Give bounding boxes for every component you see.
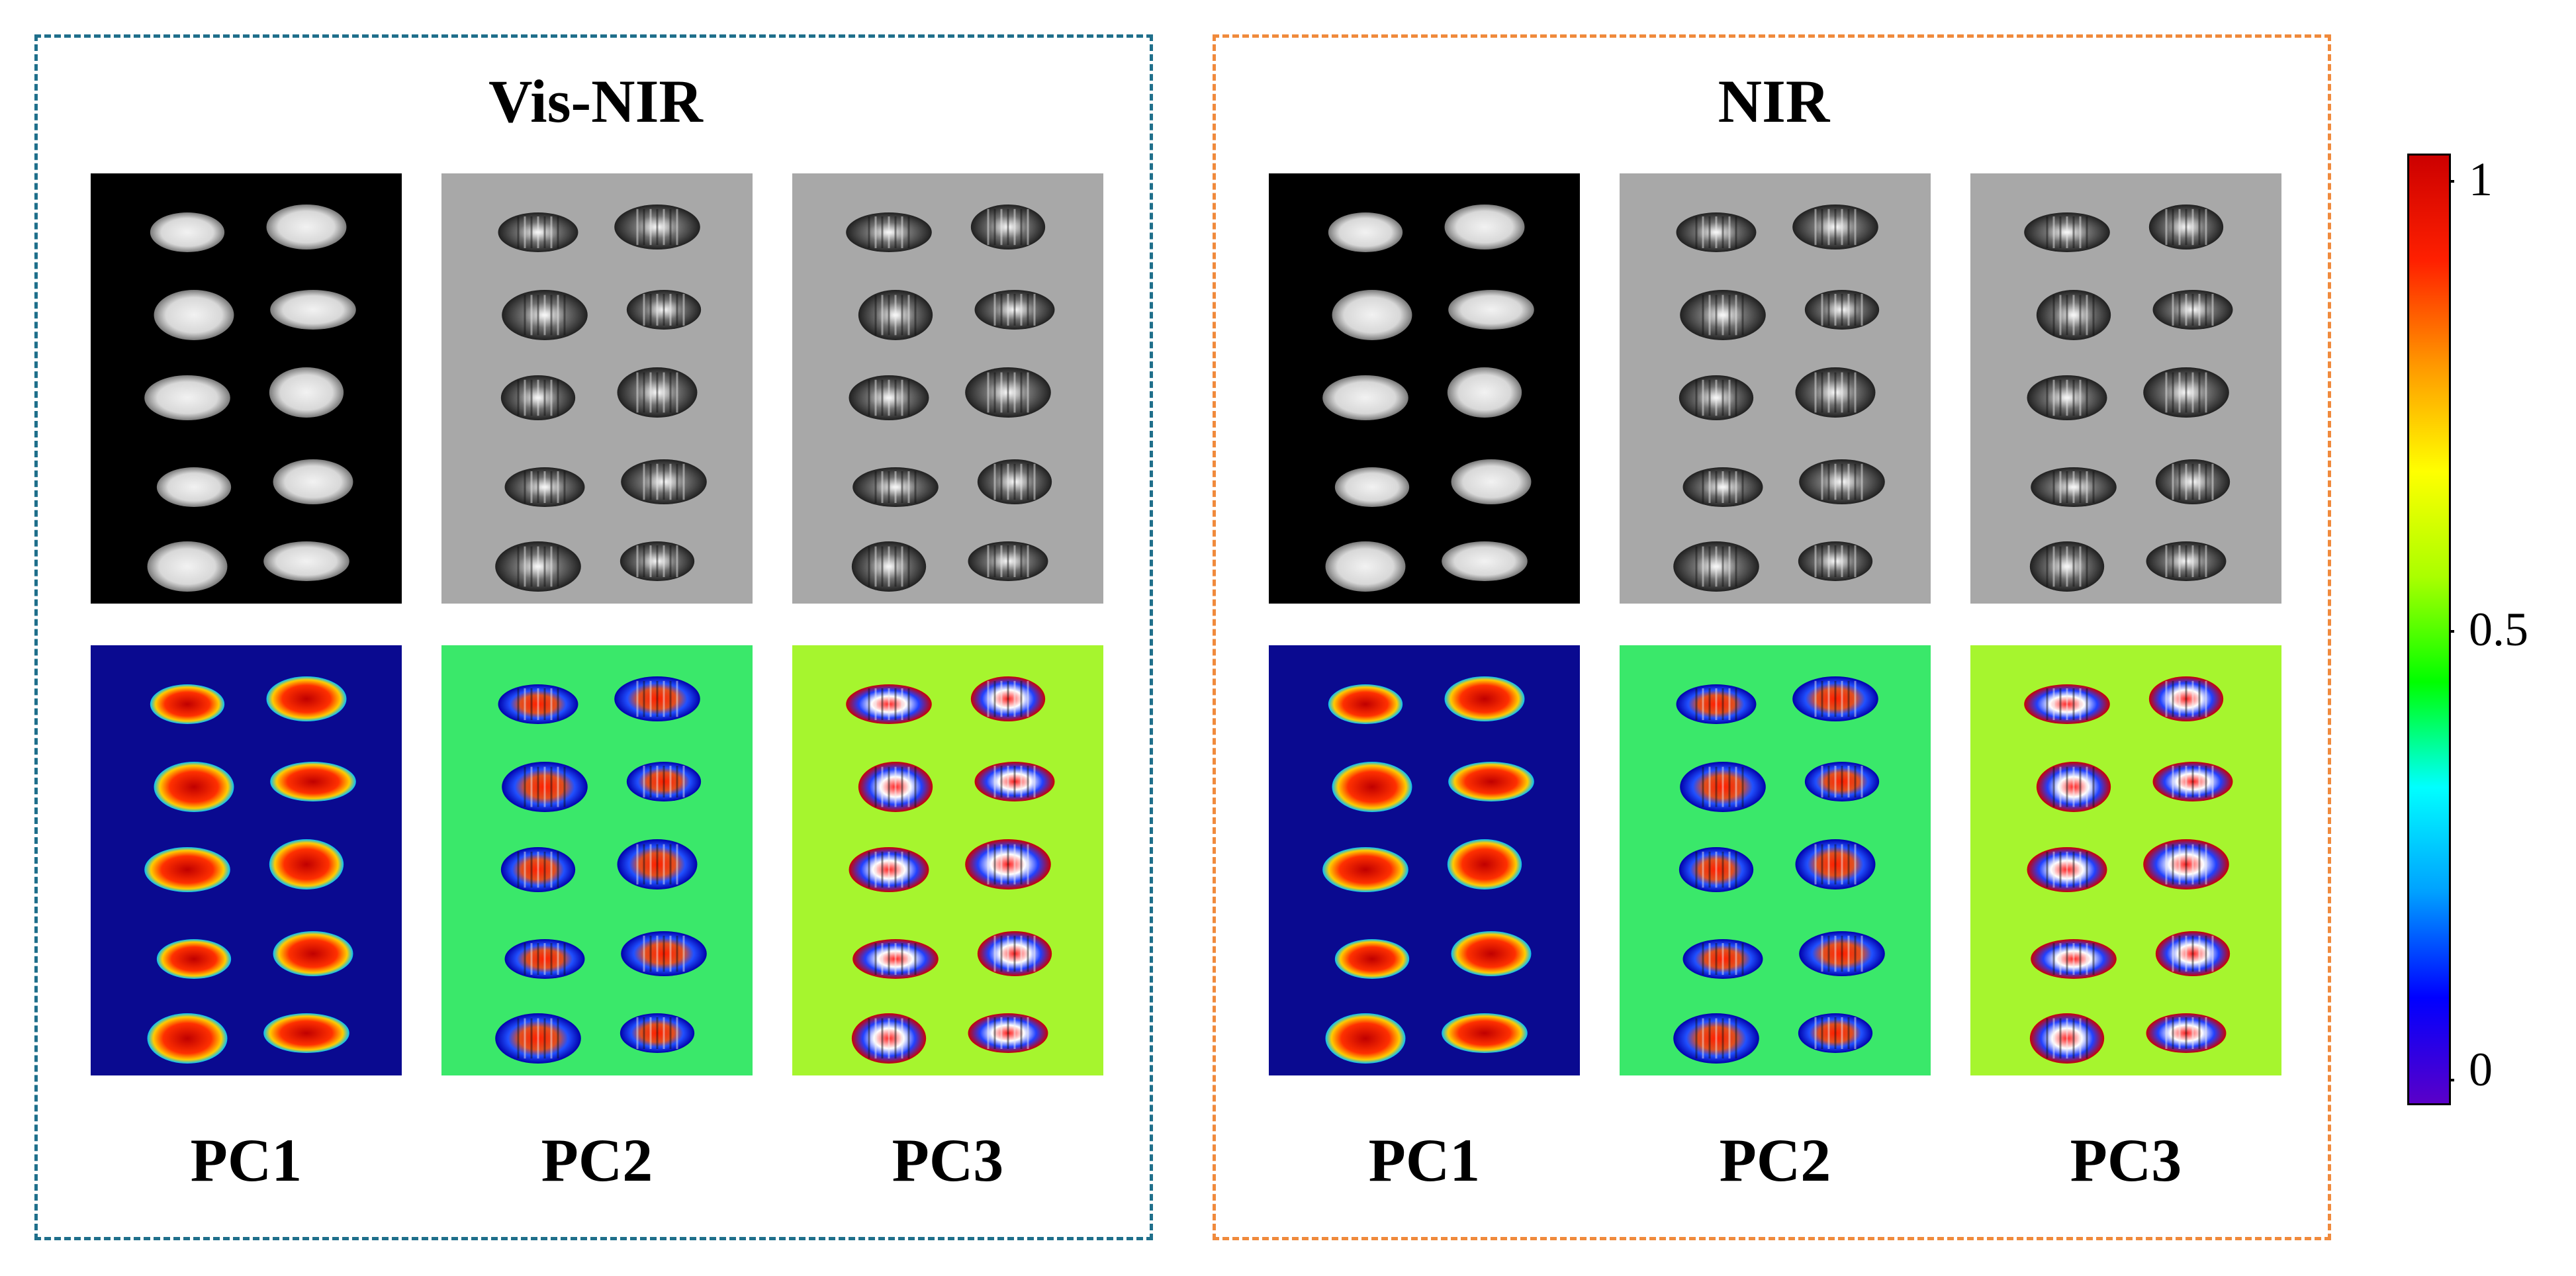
vis-nir-title: Vis-NIR — [488, 68, 703, 135]
nir-pc1-grayscale-image — [1269, 173, 1580, 604]
nir-pc1-label: PC1 — [1368, 1126, 1481, 1194]
colorbar-label-1: 1 — [2469, 153, 2493, 206]
nir-pc1-pseudocolor-image — [1269, 645, 1580, 1075]
vis-nir-pc2-label: PC2 — [541, 1126, 653, 1194]
vis-nir-pc1-grayscale-image — [91, 173, 402, 604]
nir-pc3-pseudocolor-image — [1970, 645, 2281, 1075]
vis-nir-pc2-pseudocolor-image — [441, 645, 753, 1075]
nir-group-box — [1213, 34, 2331, 1240]
nir-pc3-label: PC3 — [2070, 1126, 2182, 1194]
colorbar-tick-0 — [2449, 1079, 2454, 1081]
vis-nir-pc3-grayscale-image — [792, 173, 1103, 604]
vis-nir-group-box — [34, 34, 1153, 1240]
colorbar-tick-1 — [2449, 180, 2454, 183]
nir-pc2-label: PC2 — [1719, 1126, 1831, 1194]
nir-title: NIR — [1718, 68, 1830, 135]
vis-nir-pc3-label: PC3 — [892, 1126, 1004, 1194]
nir-pc2-grayscale-image — [1620, 173, 1931, 604]
colorbar — [2407, 154, 2451, 1105]
vis-nir-pc2-grayscale-image — [441, 173, 753, 604]
nir-pc2-pseudocolor-image — [1620, 645, 1931, 1075]
vis-nir-pc1-pseudocolor-image — [91, 645, 402, 1075]
nir-pc3-grayscale-image — [1970, 173, 2281, 604]
vis-nir-pc1-label: PC1 — [190, 1126, 302, 1194]
colorbar-label-0: 0 — [2469, 1043, 2493, 1096]
colorbar-tick-0-5 — [2449, 630, 2454, 633]
vis-nir-pc3-pseudocolor-image — [792, 645, 1103, 1075]
colorbar-label-0-5: 0.5 — [2469, 603, 2528, 656]
